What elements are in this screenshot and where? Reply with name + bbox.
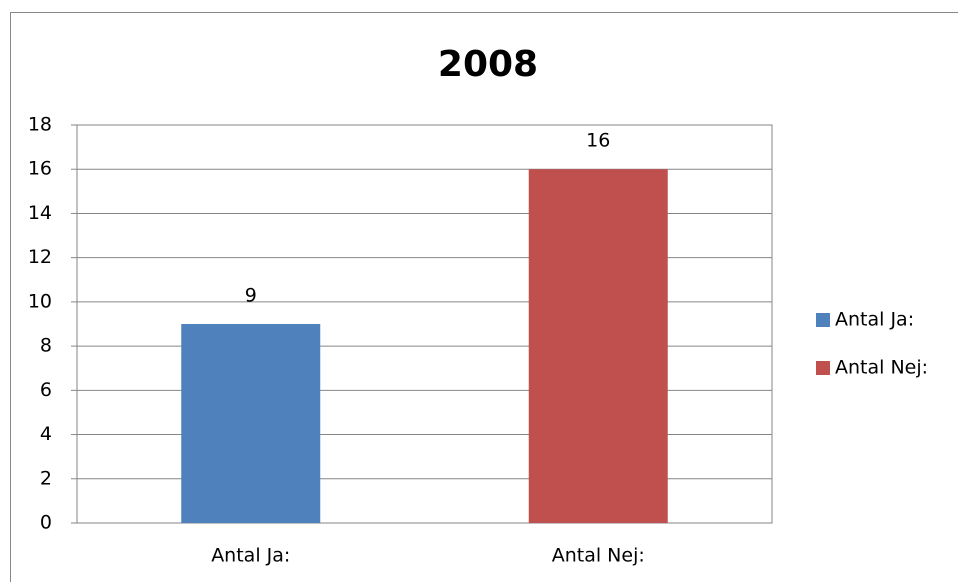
- y-tick-label: 2: [40, 467, 52, 489]
- data-label: 16: [586, 130, 610, 152]
- legend-label: Antal Ja:: [835, 309, 914, 331]
- data-label: 9: [245, 285, 257, 307]
- y-tick-label: 0: [40, 512, 52, 534]
- legend-swatch: [816, 361, 830, 375]
- y-tick-label: 12: [28, 246, 52, 268]
- x-tick-label: Antal Nej:: [552, 545, 645, 567]
- bar: [181, 324, 321, 523]
- y-tick-label: 6: [40, 379, 52, 401]
- y-tick-label: 8: [40, 335, 52, 357]
- x-tick-label: Antal Ja:: [211, 545, 290, 567]
- y-tick-label: 16: [28, 158, 52, 180]
- chart-border: [10, 12, 958, 582]
- legend-swatch: [816, 313, 830, 327]
- y-tick-label: 18: [28, 114, 52, 136]
- legend-label: Antal Nej:: [835, 357, 928, 379]
- chart-title: 2008: [438, 44, 538, 85]
- y-tick-label: 4: [40, 423, 52, 445]
- y-tick-label: 10: [28, 290, 52, 312]
- y-tick-label: 14: [28, 202, 52, 224]
- bar: [528, 169, 668, 523]
